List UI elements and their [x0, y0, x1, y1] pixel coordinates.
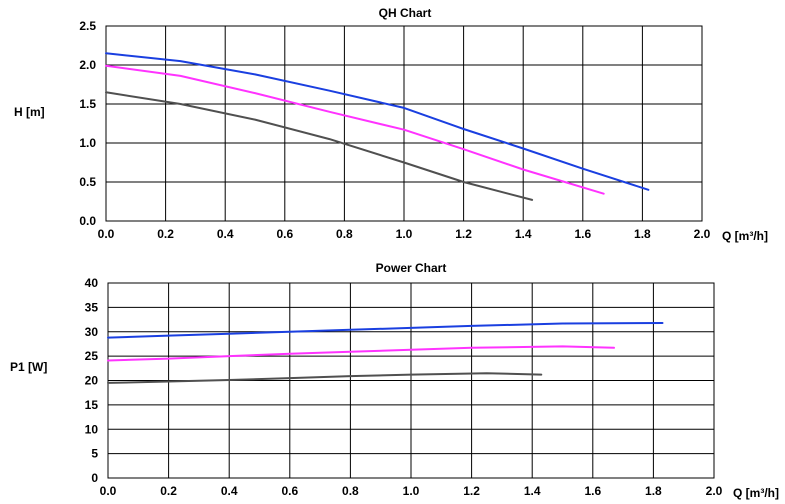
qh-chart-x-tick-label: 1.0 — [396, 227, 413, 241]
qh-chart-series-line-1 — [105, 52, 650, 191]
qh-chart-x-axis-label: Q [m³/h] — [722, 229, 768, 243]
power-chart-series-line-2 — [107, 345, 615, 362]
qh-chart-x-tick-label: 1.8 — [634, 227, 651, 241]
qh-chart-x-tick-label: 1.4 — [515, 227, 532, 241]
power-chart-x-axis-label: Q [m³/h] — [733, 486, 779, 500]
qh-chart-plot-frame — [105, 25, 703, 222]
power-chart-y-tick-label: 15 — [85, 398, 99, 412]
power-chart-y-tick-label: 10 — [85, 422, 99, 436]
qh-chart-y-axis-label: H [m] — [14, 105, 45, 119]
qh-chart-series-line-2 — [105, 64, 605, 195]
power-chart-series-line-1 — [107, 322, 664, 339]
qh-chart-y-tick-label: 0.5 — [79, 175, 96, 189]
power-chart-x-tick-label: 0.0 — [100, 484, 117, 498]
qh-chart-y-tick-label: 1.5 — [79, 97, 96, 111]
qh-chart-x-tick-label: 2.0 — [694, 227, 711, 241]
power-chart-x-tick-label: 0.4 — [221, 484, 238, 498]
power-chart-y-tick-label: 30 — [85, 325, 99, 339]
power-chart-x-tick-label: 2.0 — [706, 484, 723, 498]
qh-chart-x-tick-label: 0.4 — [217, 227, 234, 241]
power-chart-series-line-3 — [107, 372, 543, 384]
qh-chart: QH Chart H [m] Q [m³/h] 0.0 0.2 0.4 0.6 0.8 1… — [14, 6, 768, 243]
power-chart-y-axis-label: P1 [W] — [10, 360, 47, 374]
power-chart-y-tick-label: 40 — [85, 276, 99, 290]
power-chart-x-tick-label: 1.6 — [584, 484, 601, 498]
qh-chart-title: QH Chart — [379, 6, 432, 20]
qh-chart-x-tick-label: 0.0 — [98, 227, 115, 241]
power-chart-y-tick-label: 35 — [85, 300, 99, 314]
power-chart-y-tick-label: 0 — [91, 471, 98, 485]
power-chart-x-tick-label: 1.4 — [524, 484, 541, 498]
qh-chart-series-line-3 — [105, 91, 534, 201]
power-chart-x-tick-label: 1.2 — [463, 484, 480, 498]
qh-chart-x-tick-label: 1.2 — [455, 227, 472, 241]
qh-chart-y-tick-label: 1.0 — [79, 136, 96, 150]
power-chart-y-tick-label: 5 — [91, 447, 98, 461]
qh-chart-x-tick-label: 0.2 — [157, 227, 174, 241]
qh-chart-x-tick-label: 1.6 — [574, 227, 591, 241]
power-chart-x-tick-label: 0.6 — [281, 484, 298, 498]
qh-chart-x-tick-label: 0.8 — [336, 227, 353, 241]
qh-chart-y-tick-label: 2.0 — [79, 58, 96, 72]
power-chart-title: Power Chart — [376, 261, 447, 275]
power-chart-x-tick-label: 0.8 — [342, 484, 359, 498]
qh-chart-y-tick-label: 0.0 — [79, 214, 96, 228]
power-chart-y-tick-label: 20 — [85, 374, 99, 388]
power-chart-plot-frame — [107, 282, 715, 479]
power-chart-x-tick-label: 1.8 — [645, 484, 662, 498]
qh-chart-y-tick-label: 2.5 — [79, 19, 96, 33]
power-chart-x-tick-label: 1.0 — [403, 484, 420, 498]
power-chart-y-tick-label: 25 — [85, 349, 99, 363]
power-chart: Power Chart P1 [W] Q [m³/h] 0.0 0.2 0.4 0.6… — [10, 261, 779, 500]
power-chart-x-tick-label: 0.2 — [160, 484, 177, 498]
qh-chart-x-tick-label: 0.6 — [276, 227, 293, 241]
